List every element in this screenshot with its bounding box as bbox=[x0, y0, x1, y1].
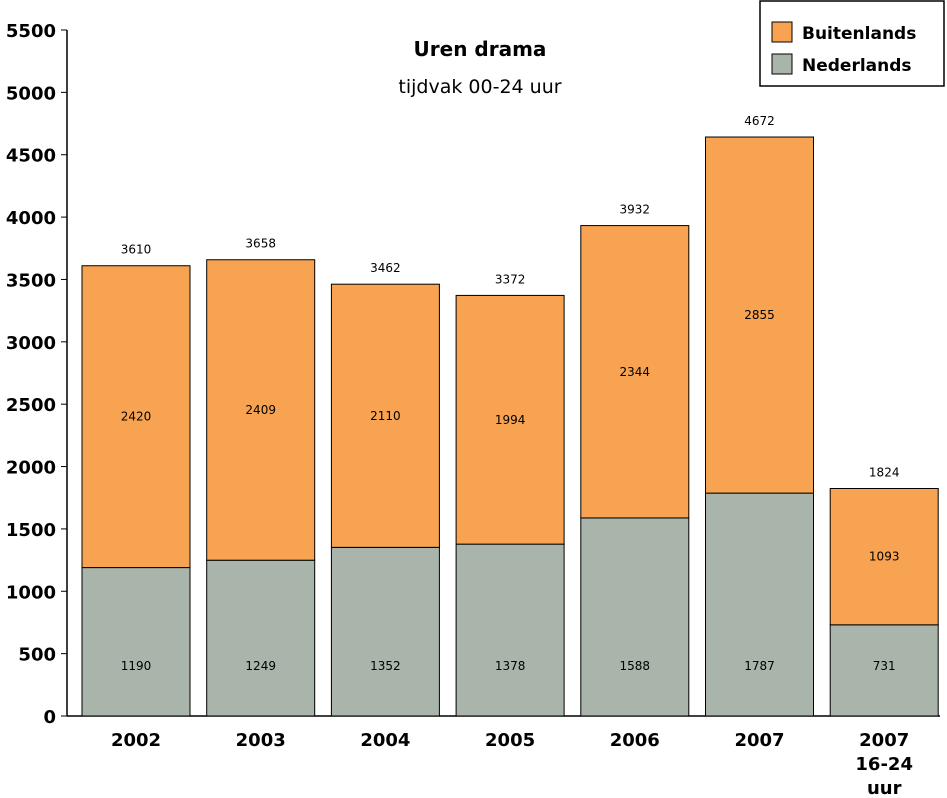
bar-segment-buitenlands bbox=[705, 136, 814, 494]
x-category-label: uur bbox=[867, 778, 902, 798]
y-tick-label: 5000 bbox=[6, 83, 56, 104]
bar-segment-nederlands bbox=[455, 543, 565, 717]
y-tick-label: 1500 bbox=[6, 520, 56, 541]
bar-segment-buitenlands bbox=[206, 259, 316, 561]
data-label-buitenlands: 2110 bbox=[370, 409, 401, 423]
bar-segment-buitenlands bbox=[81, 265, 191, 569]
chart-title: Uren drama bbox=[414, 37, 547, 61]
y-tick-label: 2000 bbox=[6, 458, 56, 479]
data-label-total: 3658 bbox=[245, 237, 276, 251]
bar-segment-nederlands bbox=[81, 567, 191, 717]
data-label-buitenlands: 2344 bbox=[620, 365, 651, 379]
x-category-label: 2003 bbox=[236, 730, 286, 751]
bar-segment-nederlands bbox=[206, 559, 316, 717]
y-tick-label: 4000 bbox=[6, 208, 56, 229]
legend-label-buitenlands: Buitenlands bbox=[802, 24, 916, 44]
data-label-nederlands: 1249 bbox=[245, 659, 276, 673]
y-tick-label: 2500 bbox=[6, 395, 56, 416]
x-category-label: 2005 bbox=[485, 730, 535, 751]
data-label-nederlands: 1588 bbox=[620, 659, 651, 673]
y-tick-label: 4500 bbox=[6, 146, 56, 167]
data-label-buitenlands: 2409 bbox=[245, 403, 276, 417]
data-label-total: 3372 bbox=[495, 272, 526, 286]
bar-segment-nederlands bbox=[705, 492, 814, 717]
data-label-total: 4672 bbox=[744, 114, 775, 128]
data-label-nederlands: 1352 bbox=[370, 659, 401, 673]
data-label-total: 3932 bbox=[620, 203, 651, 217]
bar-segment-nederlands bbox=[829, 624, 939, 717]
y-tick-label: 1000 bbox=[6, 582, 56, 603]
x-category-label: 2007 bbox=[734, 730, 784, 751]
data-label-buitenlands: 2855 bbox=[744, 308, 775, 322]
bar-segment-buitenlands bbox=[580, 225, 690, 519]
data-label-nederlands: 1190 bbox=[121, 659, 152, 673]
data-label-total: 3610 bbox=[121, 243, 152, 257]
x-category-label: 2002 bbox=[111, 730, 161, 751]
axes: 0 500 1000 1500 2000 2500 3000 3500 4000 4500 5000… bbox=[6, 21, 940, 798]
data-label-nederlands: 1378 bbox=[495, 659, 526, 673]
bar-segment-buitenlands bbox=[455, 294, 565, 545]
bar-labels: 1190 2420 3610 1249 2409 3658 1352 2110 3462 1378… bbox=[121, 114, 900, 673]
legend: Buitenlands Nederlands bbox=[759, 0, 945, 87]
data-label-total: 1824 bbox=[869, 465, 900, 479]
data-label-buitenlands: 1093 bbox=[869, 550, 900, 564]
x-category-label: 2004 bbox=[360, 730, 410, 751]
bar-segment-buitenlands bbox=[330, 283, 440, 548]
y-tick-label: 500 bbox=[18, 645, 56, 666]
y-tick-label: 5500 bbox=[6, 21, 56, 42]
legend-swatch-nederlands bbox=[771, 53, 793, 75]
legend-label-nederlands: Nederlands bbox=[802, 56, 912, 76]
bar-segment-nederlands bbox=[580, 517, 690, 717]
y-tick-label: 0 bbox=[43, 707, 56, 728]
bars bbox=[81, 136, 939, 717]
chart-subtitle: tijdvak 00-24 uur bbox=[398, 76, 561, 98]
y-tick-label: 3500 bbox=[6, 270, 56, 291]
x-category-label: 2007 bbox=[859, 730, 909, 751]
data-label-nederlands: 731 bbox=[873, 659, 896, 673]
legend-swatch-buitenlands bbox=[771, 21, 793, 43]
x-category-label: 16-24 bbox=[855, 754, 913, 775]
data-label-buitenlands: 2420 bbox=[121, 410, 152, 424]
data-label-nederlands: 1787 bbox=[744, 659, 775, 673]
bar-segment-buitenlands bbox=[829, 487, 939, 626]
data-label-buitenlands: 1994 bbox=[495, 413, 526, 427]
data-label-total: 3462 bbox=[370, 261, 401, 275]
x-category-label: 2006 bbox=[610, 730, 660, 751]
bar-segment-nederlands bbox=[330, 546, 440, 717]
y-tick-label: 3000 bbox=[6, 333, 56, 354]
